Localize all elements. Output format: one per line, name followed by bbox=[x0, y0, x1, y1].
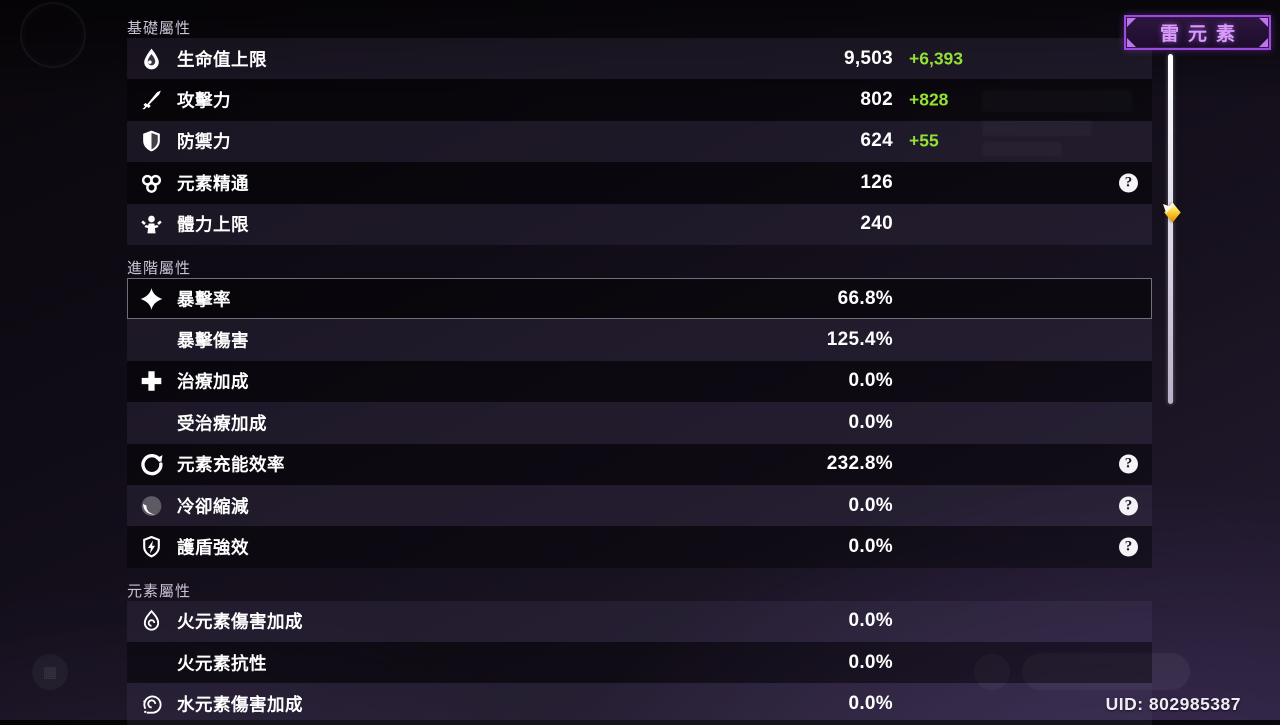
stat-label: 攻擊力 bbox=[177, 90, 231, 111]
stat-row-atk[interactable]: 攻擊力 802 +828 bbox=[127, 79, 1152, 121]
cooldown-moon-icon bbox=[139, 493, 164, 518]
stat-label: 元素充能效率 bbox=[177, 454, 285, 475]
energy-recharge-icon bbox=[139, 452, 164, 477]
badge-corner bbox=[1259, 18, 1268, 27]
healing-cross-icon bbox=[139, 369, 164, 394]
section-title-basic: 基礎屬性 bbox=[127, 20, 192, 37]
stat-label: 冷卻縮減 bbox=[177, 496, 249, 517]
stat-value: 802 bbox=[860, 89, 893, 111]
stat-row-elemental-mastery[interactable]: 元素精通 126? bbox=[127, 162, 1152, 204]
attributes-panel: 基礎屬性生命值上限 9,503 +6,393 攻擊力 802 +828 防禦力 624 +55 元… bbox=[127, 17, 1152, 725]
stat-row-cd-reduction[interactable]: 冷卻縮減 0.0%? bbox=[127, 484, 1152, 527]
badge-corner bbox=[1127, 38, 1136, 47]
stat-value: 0.0% bbox=[848, 535, 893, 557]
stat-bonus: +828 bbox=[909, 89, 949, 110]
mouse-cursor bbox=[1163, 202, 1183, 223]
uid-label: UID: 802985387 bbox=[1105, 694, 1241, 714]
stat-label: 防禦力 bbox=[177, 131, 231, 152]
help-icon[interactable]: ? bbox=[1119, 537, 1138, 557]
crit-star-icon bbox=[139, 286, 164, 311]
stat-label: 暴擊傷害 bbox=[177, 330, 249, 351]
section-basic: 基礎屬性生命值上限 9,503 +6,393 攻擊力 802 +828 防禦力 624 +55 元… bbox=[127, 17, 1152, 245]
stat-row-pyro-res[interactable]: 火元素抗性 0.0% bbox=[127, 642, 1152, 684]
stat-row-max-hp[interactable]: 生命值上限 9,503 +6,393 bbox=[127, 38, 1152, 80]
stat-row-incoming-healing-bonus[interactable]: 受治療加成 0.0% bbox=[127, 402, 1152, 444]
help-icon[interactable]: ? bbox=[1119, 496, 1138, 516]
stat-bonus: +55 bbox=[909, 130, 939, 151]
hp-icon bbox=[139, 46, 164, 71]
section-title-elemental: 元素屬性 bbox=[127, 582, 192, 600]
badge-corner bbox=[1259, 38, 1268, 47]
shield-bolt-icon bbox=[139, 534, 164, 559]
scrollbar[interactable] bbox=[1168, 54, 1173, 404]
sword-icon bbox=[139, 88, 164, 113]
pyro-icon bbox=[139, 609, 164, 634]
section-advanced: 進階屬性暴擊率 66.8% 暴擊傷害 125.4% 治療加成 0.0% 受治療加成 0.0% 元… bbox=[127, 257, 1152, 568]
stat-value: 0.0% bbox=[848, 651, 893, 673]
stat-label: 護盾強效 bbox=[177, 537, 249, 558]
stat-label: 水元素傷害加成 bbox=[177, 694, 303, 715]
stat-row-shield-strength[interactable]: 護盾強效 0.0%? bbox=[127, 526, 1152, 568]
background-grid-button: ▦ bbox=[32, 654, 68, 690]
stat-row-hydro-dmg-bonus[interactable]: 水元素傷害加成 0.0% bbox=[127, 683, 1152, 725]
stat-value: 126 bbox=[860, 171, 893, 193]
stat-row-max-stamina[interactable]: 體力上限 240 bbox=[127, 203, 1152, 245]
stat-bonus: +6,393 bbox=[909, 48, 964, 69]
stat-label: 暴擊率 bbox=[177, 289, 231, 310]
background-emblem bbox=[20, 2, 86, 68]
stat-row-pyro-dmg-bonus[interactable]: 火元素傷害加成 0.0% bbox=[127, 600, 1152, 643]
stat-value: 232.8% bbox=[826, 453, 893, 475]
stat-label: 生命值上限 bbox=[177, 49, 267, 70]
stat-value: 624 bbox=[860, 130, 893, 152]
shield-icon bbox=[139, 129, 164, 154]
stamina-icon bbox=[139, 212, 164, 237]
background-button-bar bbox=[1022, 653, 1190, 690]
stat-row-energy-recharge[interactable]: 元素充能效率 232.8%? bbox=[127, 443, 1152, 485]
elemental-mastery-icon bbox=[139, 170, 164, 195]
help-icon[interactable]: ? bbox=[1119, 173, 1138, 193]
stat-label: 體力上限 bbox=[177, 214, 249, 235]
stat-row-crit-dmg[interactable]: 暴擊傷害 125.4% bbox=[127, 319, 1152, 361]
stat-label: 元素精通 bbox=[177, 173, 249, 194]
stat-label: 受治療加成 bbox=[177, 413, 267, 434]
hydro-icon bbox=[139, 692, 164, 717]
element-badge: 雷元素 bbox=[1124, 15, 1271, 50]
stat-value: 0.0% bbox=[848, 370, 893, 392]
stat-row-crit-rate[interactable]: 暴擊率 66.8% bbox=[127, 277, 1152, 320]
stat-value: 9,503 bbox=[843, 47, 893, 69]
stat-value: 0.0% bbox=[848, 693, 893, 715]
help-icon[interactable]: ? bbox=[1119, 454, 1138, 474]
stat-label: 治療加成 bbox=[177, 371, 249, 392]
stat-value: 0.0% bbox=[848, 610, 893, 632]
stat-row-healing-bonus[interactable]: 治療加成 0.0% bbox=[127, 360, 1152, 403]
badge-corner bbox=[1127, 18, 1136, 27]
element-badge-label: 雷元素 bbox=[1159, 24, 1244, 45]
section-elemental: 元素屬性火元素傷害加成 0.0% 火元素抗性 0.0% 水元素傷害加成 0.0% bbox=[127, 580, 1152, 725]
stat-label: 火元素抗性 bbox=[177, 653, 267, 674]
section-title-advanced: 進階屬性 bbox=[127, 259, 192, 277]
stat-value: 0.0% bbox=[848, 494, 893, 516]
stat-value: 0.0% bbox=[848, 411, 893, 433]
stat-value: 240 bbox=[860, 213, 893, 235]
stat-row-def[interactable]: 防禦力 624 +55 bbox=[127, 120, 1152, 163]
background-circle-button bbox=[974, 654, 1010, 690]
stat-value: 66.8% bbox=[837, 287, 893, 309]
stat-label: 火元素傷害加成 bbox=[177, 611, 303, 632]
stat-value: 125.4% bbox=[826, 329, 893, 351]
